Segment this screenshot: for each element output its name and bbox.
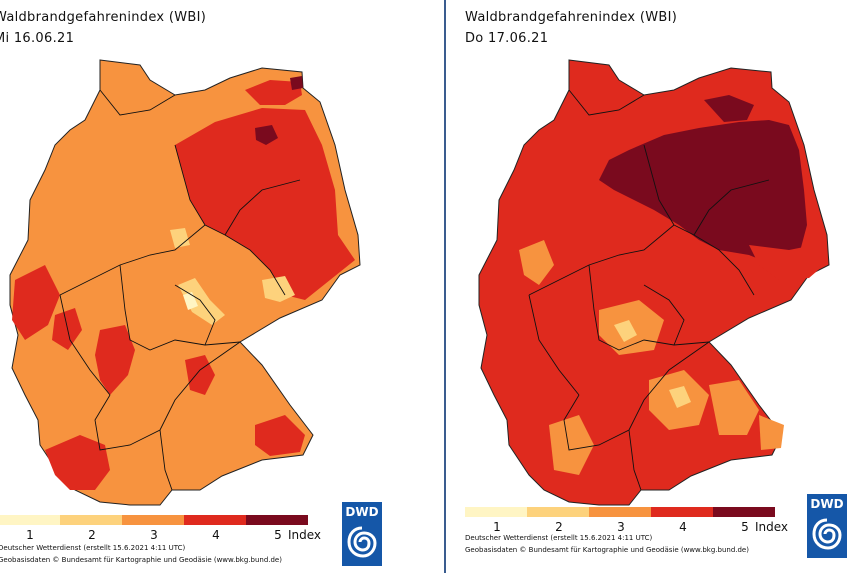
legend-swatch-1 (0, 515, 60, 525)
moderate-zone-west (519, 240, 554, 285)
germany-fire-danger-map (478, 59, 830, 506)
legend-label-4: 4 (679, 520, 687, 534)
danger-zone-west-2 (52, 308, 82, 350)
credit-line-1: Deutscher Wetterdienst (erstellt 15.6.20… (465, 534, 653, 542)
dwd-logo: DWD (342, 502, 382, 566)
peak-zone-east (599, 120, 807, 265)
state-borders (59, 89, 301, 491)
low-zone-central (614, 320, 637, 342)
dwd-logo: DWD (807, 494, 847, 558)
map-panel-17-06: Waldbrandgefahrenindex (WBI) Do 17.06.21 (447, 0, 860, 573)
legend-swatch-4 (184, 515, 246, 525)
map-title: Waldbrandgefahrenindex (WBI) (465, 10, 678, 25)
map-regions (9, 59, 361, 506)
minimal-zone (183, 292, 198, 310)
legend-label-3: 3 (150, 528, 158, 542)
map-regions (478, 59, 830, 506)
legend-swatch-4 (651, 507, 713, 517)
legend-swatch-3 (589, 507, 651, 517)
legend-label-2: 2 (88, 528, 96, 542)
state-borders (528, 89, 770, 491)
legend-swatch-2 (60, 515, 122, 525)
dwd-swirl-icon (812, 518, 842, 550)
legend-swatch-2 (527, 507, 589, 517)
peak-zone-northeast (255, 125, 278, 145)
panel-divider (444, 0, 446, 573)
legend-label-1: 1 (493, 520, 501, 534)
danger-zone-southeast (255, 415, 305, 456)
legend-label-4: 4 (212, 528, 220, 542)
peak-zone-north (704, 95, 754, 122)
legend-unit: Index (288, 528, 322, 542)
legend-label-5: 5 (741, 520, 749, 534)
high-zone-east-border (749, 245, 824, 280)
map-panel-16-06: Waldbrandgefahrenindex (WBI) Mi 16.06.21 (0, 10, 382, 566)
credit-line-2: Geobasisdaten © Bundesamt für Kartograph… (465, 546, 749, 554)
legend-unit: Index (755, 520, 789, 534)
danger-zone-northeast (245, 80, 302, 105)
map-legend: 1 2 3 4 5 Index (465, 507, 795, 537)
legend-swatch-5 (246, 515, 308, 525)
map-date: Do 17.06.21 (465, 31, 549, 46)
map-date: Mi 16.06.21 (0, 31, 75, 46)
legend-swatch-5 (713, 507, 775, 517)
legend-label-3: 3 (617, 520, 625, 534)
germany-fire-danger-map (9, 59, 361, 506)
low-zone-central-2 (170, 228, 190, 248)
low-zone-south (669, 386, 691, 408)
low-zone-east (262, 276, 295, 302)
legend-label-1: 1 (26, 528, 34, 542)
legend-swatch-1 (465, 507, 527, 517)
legend-swatch-3 (122, 515, 184, 525)
legend-label-2: 2 (555, 520, 563, 534)
peak-zone-northeast-2 (290, 76, 303, 90)
credit-line-1: Deutscher Wetterdienst (erstellt 15.6.20… (0, 544, 186, 552)
moderate-zone-southwest (549, 415, 594, 475)
credit-line-2: Geobasisdaten © Bundesamt für Kartograph… (0, 556, 282, 564)
legend-label-5: 5 (274, 528, 282, 542)
danger-zone-central-west (95, 325, 135, 395)
dwd-logo-text: DWD (345, 505, 379, 519)
dwd-logo-text: DWD (810, 497, 844, 511)
moderate-zone-southeast (759, 415, 784, 450)
danger-zone-southwest (45, 435, 110, 490)
moderate-zone-south-2 (709, 380, 759, 435)
danger-zone-west (12, 265, 60, 340)
map-legend: 1 2 3 4 5 Index (0, 515, 338, 545)
map-title: Waldbrandgefahrenindex (WBI) (0, 10, 207, 25)
danger-zone-east (175, 108, 355, 300)
dwd-swirl-icon (347, 526, 377, 558)
